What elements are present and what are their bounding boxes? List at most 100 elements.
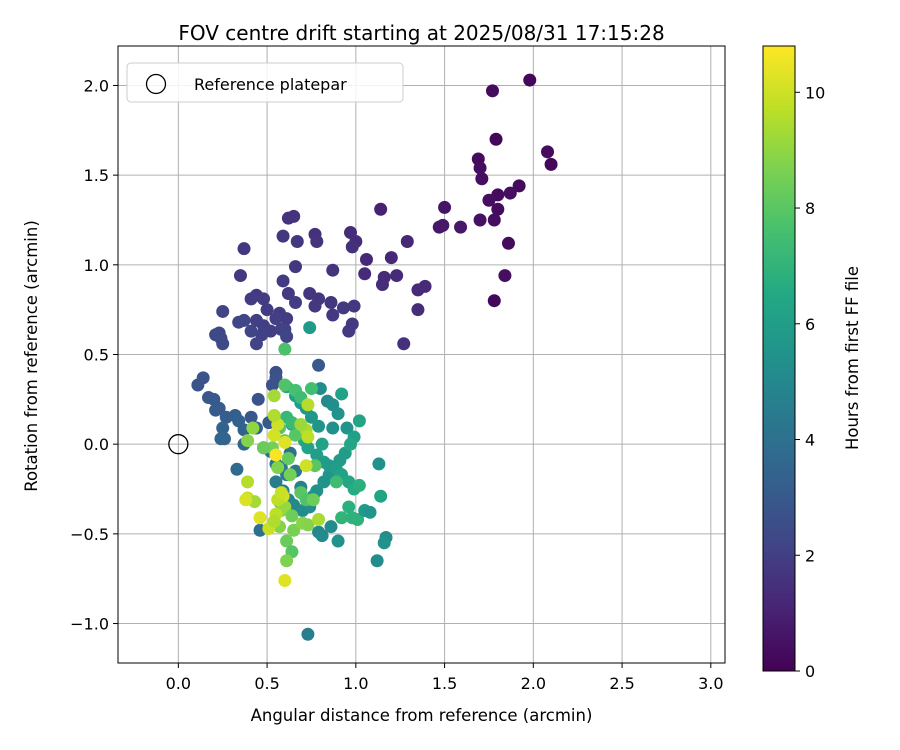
data-point: [294, 417, 308, 431]
data-point: [281, 287, 295, 301]
data-point: [257, 441, 271, 455]
data-point: [372, 457, 386, 471]
data-point: [503, 186, 517, 200]
data-point: [312, 513, 326, 527]
legend: Reference platepar: [126, 62, 404, 103]
data-point: [306, 493, 320, 507]
data-point: [310, 235, 324, 249]
y-tick-label: 1.5: [84, 166, 109, 185]
data-point: [331, 407, 345, 421]
data-point: [475, 172, 489, 186]
reference-platepar-marker: [168, 434, 189, 455]
data-point: [288, 428, 302, 442]
data-point: [303, 321, 317, 335]
data-point: [347, 299, 361, 313]
data-point: [246, 421, 260, 435]
data-point: [315, 529, 329, 543]
data-point: [312, 419, 326, 433]
data-point: [281, 452, 295, 466]
data-point: [299, 459, 313, 473]
data-point: [280, 554, 294, 568]
x-tick-label: 2.0: [521, 674, 546, 693]
data-point: [288, 260, 302, 274]
x-tick-label: 0.0: [166, 674, 191, 693]
data-point: [331, 534, 345, 548]
data-point: [473, 213, 487, 227]
data-point: [336, 301, 350, 315]
data-point: [191, 378, 205, 392]
colorbar-tick-label: 6: [805, 315, 815, 334]
y-tick-label: 0.0: [84, 435, 109, 454]
data-point: [335, 387, 349, 401]
data-point: [267, 514, 281, 528]
data-point: [216, 421, 230, 435]
data-point: [276, 229, 290, 243]
data-point: [352, 414, 366, 428]
data-point: [342, 500, 356, 514]
data-point: [384, 251, 398, 265]
data-point: [454, 220, 468, 234]
data-point: [278, 435, 292, 449]
data-point: [278, 342, 292, 356]
x-tick-label: 2.5: [609, 674, 634, 693]
data-point: [363, 505, 377, 519]
data-point: [241, 475, 255, 489]
data-point: [438, 200, 452, 214]
data-point: [274, 486, 288, 500]
data-point: [301, 627, 315, 641]
colorbar-gradient: [762, 45, 796, 672]
y-tick-label: 2.0: [84, 76, 109, 95]
data-point: [374, 202, 388, 216]
data-point: [324, 520, 338, 534]
data-point: [301, 441, 315, 455]
data-point: [487, 213, 501, 227]
data-point: [271, 460, 285, 474]
data-point: [249, 313, 263, 327]
data-point: [397, 337, 411, 351]
data-point: [344, 437, 358, 451]
data-point: [265, 378, 279, 392]
data-point: [281, 211, 295, 225]
data-point: [230, 462, 244, 476]
data-point: [377, 536, 391, 550]
data-point: [326, 263, 340, 277]
colorbar-label: Hours from first FF file: [843, 266, 862, 450]
data-point: [257, 292, 271, 306]
data-point: [301, 398, 315, 412]
data-point: [280, 534, 294, 548]
data-point: [216, 337, 230, 351]
data-point: [290, 235, 304, 249]
data-point: [244, 410, 258, 424]
data-point: [216, 304, 230, 318]
y-tick-label: 1.0: [84, 256, 109, 275]
colorbar-tick-label: 4: [805, 431, 815, 450]
colorbar-ticks: 0 2 4 6 8 10: [795, 83, 825, 681]
legend-frame: [126, 62, 404, 103]
x-tick-label: 1.5: [432, 674, 457, 693]
data-point: [498, 269, 512, 283]
data-point: [237, 242, 251, 256]
x-tick-label: 3.0: [698, 674, 723, 693]
data-point: [308, 299, 322, 313]
data-point: [280, 330, 294, 344]
y-axis-label: Rotation from reference (arcmin): [22, 220, 41, 492]
data-point: [304, 382, 318, 396]
data-point: [512, 179, 526, 193]
data-point: [326, 421, 340, 435]
data-point: [541, 145, 555, 159]
data-point: [239, 493, 253, 507]
data-point: [411, 283, 425, 297]
data-point: [358, 267, 372, 281]
data-point: [267, 428, 281, 442]
data-point: [312, 358, 326, 372]
colorbar: 0 2 4 6 8 10 Hours from first FF file: [762, 45, 862, 681]
x-axis-ticks: 0.0 0.5 1.0 1.5 2.0 2.5 3.0: [166, 663, 724, 693]
data-point: [340, 421, 354, 435]
data-point: [288, 295, 302, 309]
data-point: [267, 389, 281, 403]
x-tick-label: 1.0: [343, 674, 368, 693]
data-point: [315, 437, 329, 451]
data-point: [342, 324, 356, 338]
data-point: [375, 278, 389, 292]
